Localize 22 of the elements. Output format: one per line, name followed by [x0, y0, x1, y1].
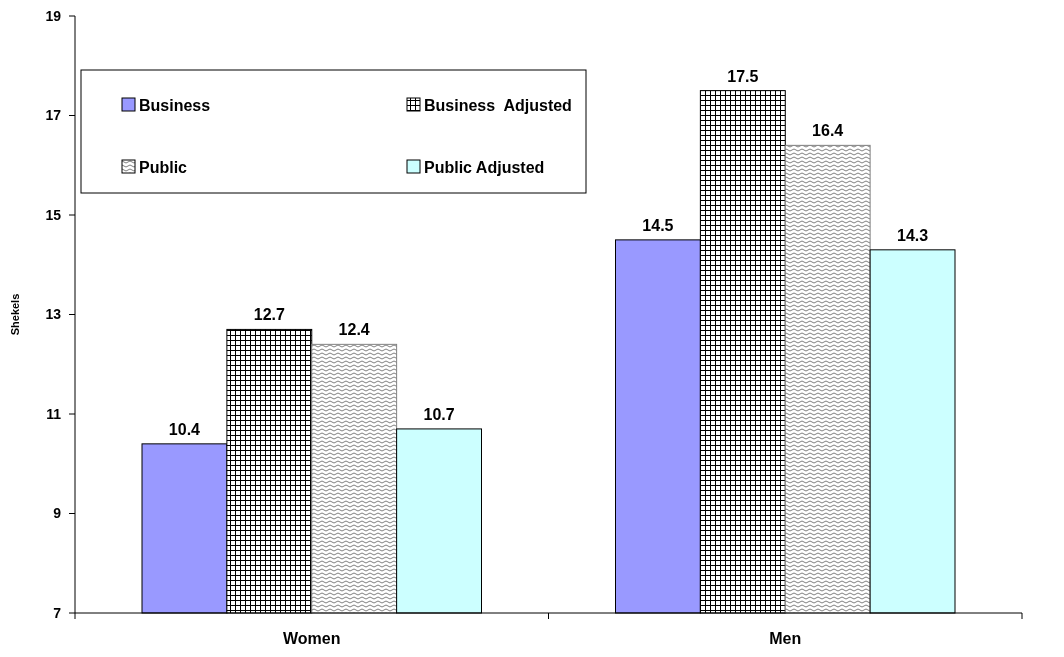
data-label: 17.5: [727, 67, 759, 85]
data-label: 10.4: [168, 420, 201, 438]
y-axis-title: Shekels: [9, 293, 21, 336]
data-label: 12.7: [253, 306, 285, 324]
data-label: 12.4: [338, 321, 370, 339]
data-label: 16.4: [812, 122, 844, 140]
y-tick-label: 9: [53, 505, 62, 522]
y-tick-label: 17: [45, 107, 62, 124]
x-tick-label: Women: [283, 630, 341, 647]
y-tick-label: 19: [45, 7, 62, 24]
y-tick-label: 15: [45, 206, 62, 223]
legend-label: Public Adjusted: [424, 158, 545, 176]
y-tick-label: 7: [53, 604, 62, 621]
x-tick-label: Men: [769, 630, 802, 647]
data-label: 14.3: [896, 226, 929, 244]
data-label: 14.5: [642, 216, 674, 234]
legend-label: Business: [139, 96, 211, 114]
legend-label: Business Adjusted: [424, 96, 572, 114]
legend-label: Public: [139, 158, 188, 176]
y-tick-label: 13: [45, 306, 62, 323]
data-label: 10.7: [423, 405, 455, 423]
y-tick-label: 11: [46, 405, 62, 422]
